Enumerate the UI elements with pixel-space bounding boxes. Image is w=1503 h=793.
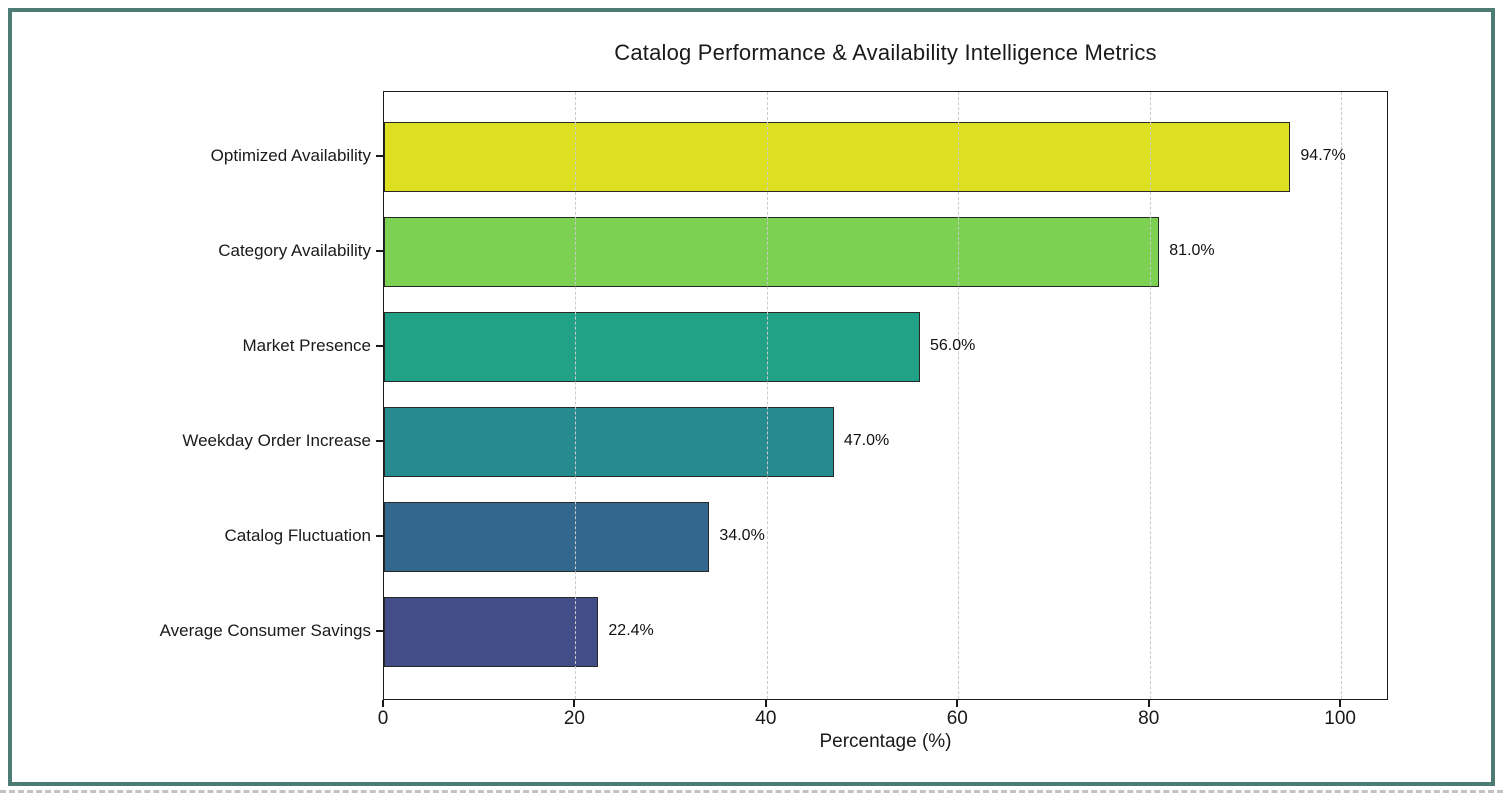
gridline-x-40	[766, 92, 768, 699]
x-tick-label-100: 100	[1324, 708, 1356, 729]
page-bottom-dashed-line	[0, 790, 1503, 793]
plot-area	[383, 91, 1388, 700]
value-label-0: 94.7%	[1300, 147, 1346, 164]
x-tick-mark-20	[573, 700, 576, 707]
x-tick-mark-0	[382, 700, 384, 707]
x-tick-label-60: 60	[946, 708, 968, 729]
value-label-3: 47.0%	[843, 432, 890, 449]
y-tick-label-4: Catalog Fluctuation	[224, 526, 371, 545]
y-tick-label-5: Average Consumer Savings	[159, 621, 371, 640]
chart-title: Catalog Performance & Availability Intel…	[614, 40, 1157, 65]
y-tick-label-2: Market Presence	[242, 336, 372, 355]
x-tick-label-80: 80	[1138, 708, 1160, 729]
y-tick-mark-3	[376, 440, 383, 442]
bar-5	[384, 597, 599, 667]
bar-0	[384, 122, 1291, 192]
gridline-x-100	[1341, 92, 1343, 699]
y-tick-mark-0	[376, 155, 383, 157]
x-tick-label-40: 40	[755, 708, 777, 729]
value-label-4: 34.0%	[719, 527, 765, 544]
y-tick-label-1: Category Availability	[218, 241, 371, 260]
value-label-2: 56.0%	[930, 337, 976, 354]
x-tick-label-20: 20	[563, 708, 585, 729]
x-tick-mark-60	[956, 700, 959, 707]
y-tick-label-3: Weekday Order Increase	[182, 431, 371, 450]
y-tick-mark-2	[376, 345, 383, 347]
gridline-x-20	[575, 92, 577, 699]
gridline-x-60	[958, 92, 960, 699]
gridline-x-80	[1149, 92, 1151, 699]
y-tick-mark-1	[376, 250, 383, 252]
bar-3	[384, 407, 834, 477]
bar-4	[384, 502, 710, 572]
bar-2	[384, 312, 920, 382]
x-tick-mark-40	[764, 700, 767, 707]
bar-1	[384, 217, 1160, 287]
value-label-1: 81.0%	[1169, 242, 1215, 259]
x-tick-label-0: 0	[377, 708, 389, 729]
value-label-5: 22.4%	[608, 622, 654, 639]
y-tick-mark-4	[376, 535, 383, 537]
x-axis-title: Percentage (%)	[819, 731, 952, 752]
x-tick-mark-80	[1147, 700, 1150, 707]
x-tick-mark-100	[1339, 700, 1341, 707]
y-tick-label-0: Optimized Availability	[210, 146, 371, 165]
y-tick-mark-5	[376, 630, 383, 632]
